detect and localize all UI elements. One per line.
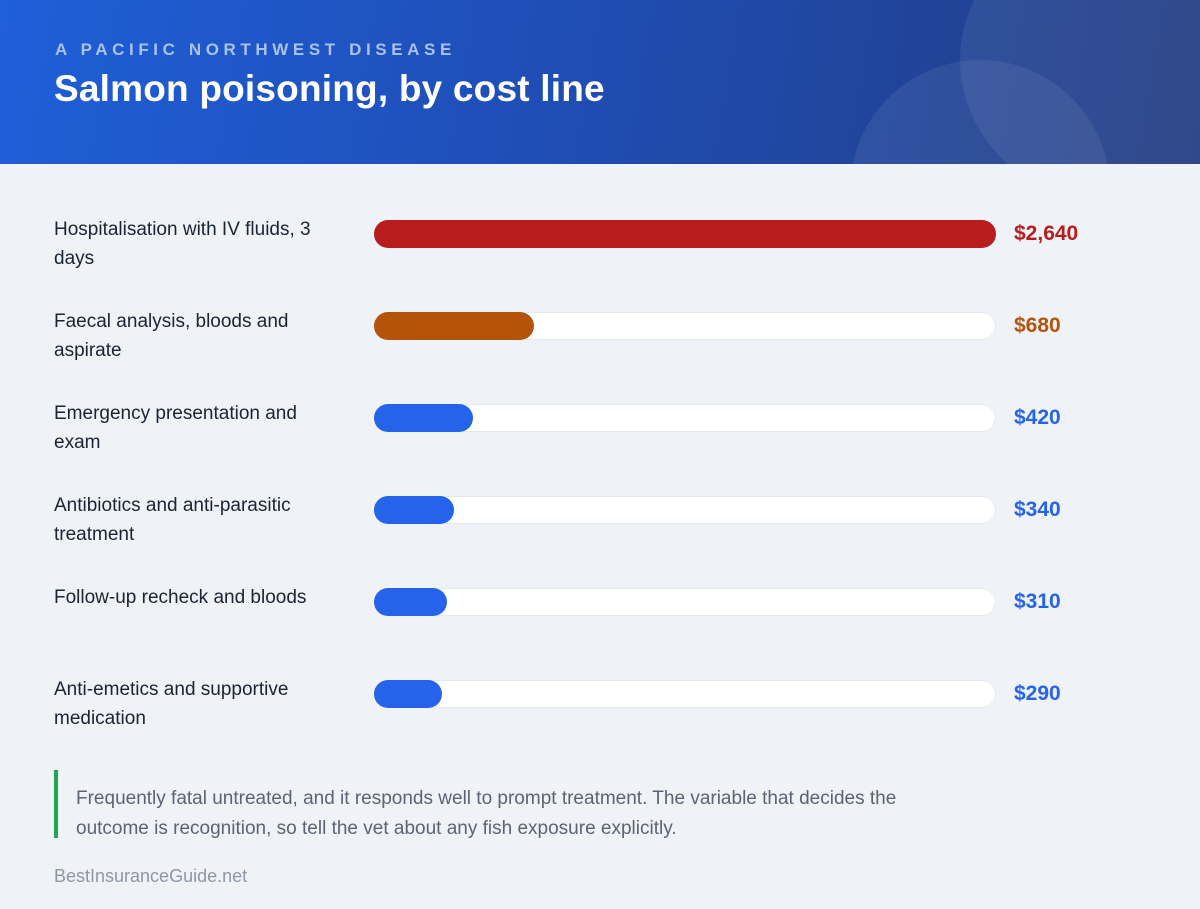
- eyebrow-label: A PACIFIC NORTHWEST DISEASE: [55, 40, 456, 59]
- value-label: $2,640: [1014, 222, 1079, 245]
- decorative-circle: [960, 0, 1200, 164]
- value-label: $420: [1014, 406, 1061, 429]
- bar: [374, 220, 996, 248]
- category-label: Antibiotics and anti-parasitic treatment: [54, 495, 291, 545]
- bar: [374, 404, 473, 432]
- category-label: Hospitalisation with IV fluids, 3 days: [54, 219, 311, 269]
- bar-track: [374, 496, 996, 524]
- value-label: $310: [1014, 590, 1061, 613]
- bar-track: [374, 220, 996, 248]
- bar-chart: Hospitalisation with IV fluids, 3 days $…: [0, 200, 1200, 752]
- source-credit: BestInsuranceGuide.net: [54, 866, 248, 886]
- bar: [374, 312, 534, 340]
- chart-row: Emergency presentation and exam $420: [0, 384, 1200, 476]
- callout-note: Frequently fatal untreated, and it respo…: [54, 770, 974, 839]
- chart-row: Faecal analysis, bloods and aspirate $68…: [0, 292, 1200, 384]
- chart-row: Anti-emetics and supportive medication $…: [0, 660, 1200, 752]
- chart-row: Follow-up recheck and bloods $310: [0, 568, 1200, 660]
- value-label: $290: [1014, 682, 1061, 705]
- category-label: Follow-up recheck and bloods: [54, 587, 307, 608]
- value-label: $680: [1014, 314, 1061, 337]
- value-label: $340: [1014, 498, 1061, 521]
- bar-track: [374, 680, 996, 708]
- category-label: Anti-emetics and supportive medication: [54, 679, 289, 729]
- bar-track: [374, 404, 996, 432]
- chart-row: Antibiotics and anti-parasitic treatment…: [0, 476, 1200, 568]
- bar-track: [374, 312, 996, 340]
- category-label: Faecal analysis, bloods and aspirate: [54, 311, 289, 361]
- bar: [374, 588, 447, 616]
- header-banner: A PACIFIC NORTHWEST DISEASE Salmon poiso…: [0, 0, 1200, 164]
- bar: [374, 496, 454, 524]
- page-title: Salmon poisoning, by cost line: [54, 68, 605, 109]
- bar: [374, 680, 442, 708]
- chart-row: Hospitalisation with IV fluids, 3 days $…: [0, 200, 1200, 292]
- category-label: Emergency presentation and exam: [54, 403, 297, 453]
- bar-track: [374, 588, 996, 616]
